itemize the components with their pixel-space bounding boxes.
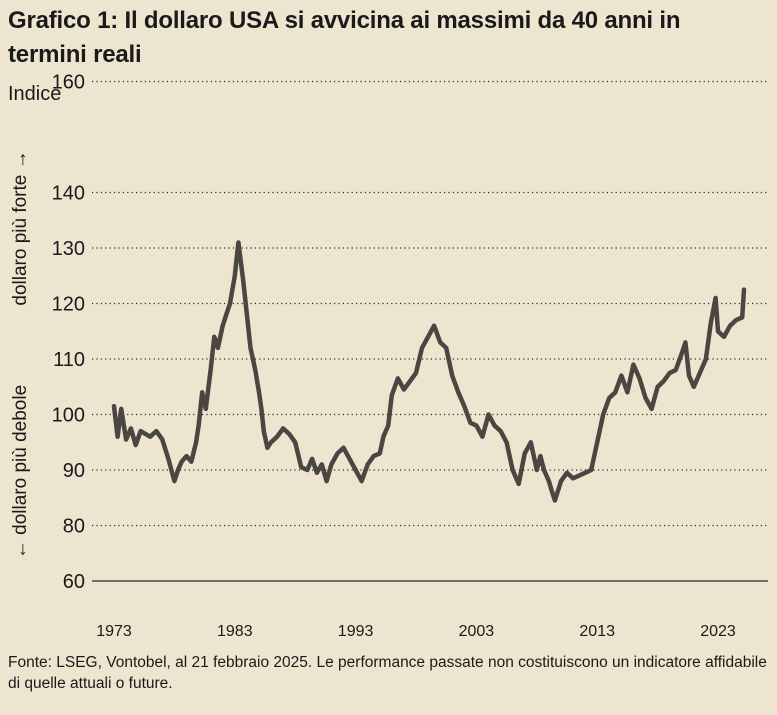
chart-title: Grafico 1: Il dollaro USA si avvicina ai…	[8, 7, 681, 68]
x-tick-label: 1993	[338, 623, 374, 640]
series-layer	[111, 240, 747, 503]
y-axis-unit-label: Indice	[8, 83, 62, 105]
y-tick-labels: 60 80 90 100 110 120 130 140 160	[52, 72, 85, 594]
y-axis-label-stronger: dollaro più forte →	[10, 150, 31, 305]
x-tick-label: 2013	[579, 623, 615, 640]
y-tick-label: 140	[52, 183, 85, 205]
gridlines	[92, 80, 768, 582]
y-tick-label: 100	[52, 405, 85, 427]
series-line-dollar-index	[111, 240, 747, 503]
x-tick-label: 2023	[700, 623, 736, 640]
x-tick-labels: 1973 1983 1993 2003 2013 2023	[96, 623, 736, 640]
y-tick-label: 160	[52, 72, 85, 94]
y-tick-label: 110	[53, 349, 85, 371]
y-tick-label: 90	[63, 460, 85, 482]
y-tick-label: 120	[52, 294, 85, 316]
y-axis-label-weaker: ← dollaro più debole	[10, 385, 31, 559]
line-chart: 60 80 90 100 110 120 130 140 160 1973 1983 1993 200…	[10, 72, 768, 640]
y-axis-direction-labels: dollaro più forte → ← dollaro più debole	[10, 150, 31, 559]
y-tick-label: 130	[52, 238, 85, 260]
x-tick-label: 1983	[217, 623, 253, 640]
y-tick-label: 80	[63, 516, 85, 538]
source-note: Fonte: LSEG, Vontobel, al 21 febbraio 20…	[8, 654, 767, 692]
y-tick-label: 60	[63, 571, 85, 593]
x-tick-label: 2003	[459, 623, 495, 640]
x-tick-label: 1973	[96, 623, 132, 640]
